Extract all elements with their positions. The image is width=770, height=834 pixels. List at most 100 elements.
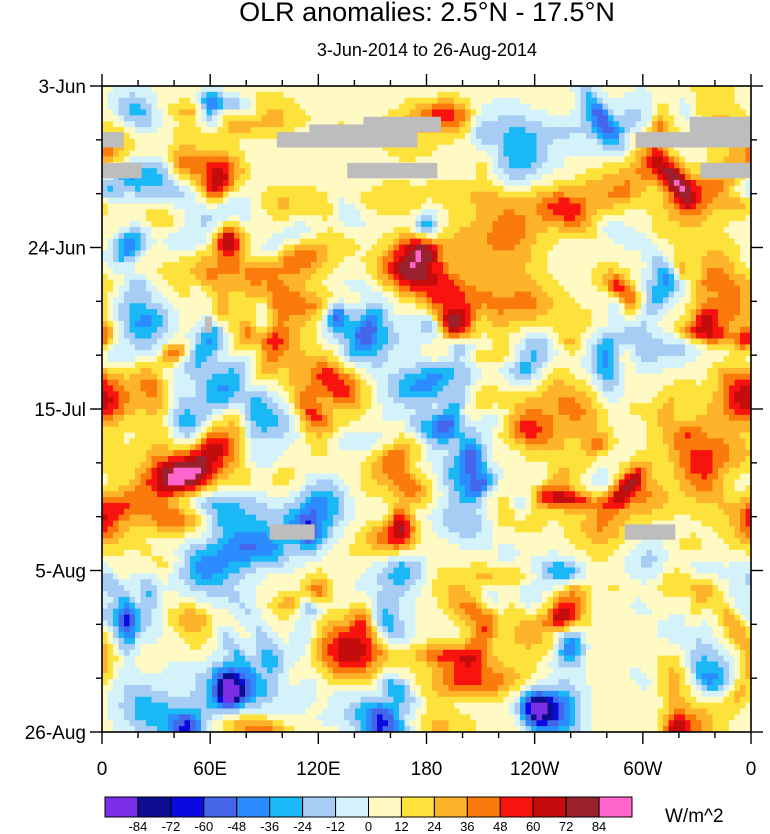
heatmap-cell	[338, 162, 345, 169]
heatmap-cell	[278, 303, 285, 310]
heatmap-cell	[382, 209, 389, 216]
heatmap-cell	[569, 279, 576, 287]
heatmap-cell	[602, 315, 609, 322]
heatmap-cell	[146, 315, 153, 322]
heatmap-cell	[344, 285, 351, 293]
heatmap-cell	[520, 215, 527, 222]
heatmap-cell	[641, 197, 648, 205]
heatmap-cell	[580, 127, 587, 134]
heatmap-cell	[635, 203, 642, 210]
heatmap-cell	[173, 144, 180, 152]
heatmap-cell	[228, 203, 235, 210]
heatmap-cell	[124, 279, 131, 287]
heatmap-cell	[448, 268, 455, 275]
heatmap-cell	[327, 309, 334, 316]
heatmap-cell	[426, 132, 433, 140]
heatmap-cell	[591, 268, 598, 275]
heatmap-cell	[179, 121, 186, 128]
heatmap-cell	[575, 256, 582, 263]
heatmap-cell	[162, 174, 169, 181]
heatmap-cell	[734, 315, 741, 322]
heatmap-cell	[465, 86, 472, 93]
heatmap-cell	[168, 191, 175, 199]
heatmap-cell	[454, 326, 461, 334]
heatmap-cell	[272, 268, 279, 275]
heatmap-cell	[459, 185, 466, 193]
heatmap-cell	[448, 86, 455, 93]
heatmap-cell	[619, 127, 626, 134]
heatmap-cell	[179, 91, 186, 99]
heatmap-cell	[586, 326, 593, 334]
heatmap-cell	[294, 215, 301, 222]
heatmap-cell	[498, 268, 505, 275]
heatmap-cell	[267, 150, 274, 158]
heatmap-cell	[745, 86, 751, 93]
heatmap-cell	[206, 97, 213, 105]
heatmap-cell	[476, 273, 483, 281]
heatmap-cell	[179, 86, 186, 93]
heatmap-cell	[652, 144, 659, 152]
heatmap-cell	[283, 185, 290, 193]
heatmap-cell	[674, 268, 681, 275]
heatmap-cell	[344, 191, 351, 199]
heatmap-cell	[492, 268, 499, 275]
heatmap-cell	[239, 162, 246, 169]
heatmap-cell	[410, 303, 417, 310]
heatmap-cell	[355, 279, 362, 287]
heatmap-cell	[157, 315, 164, 322]
heatmap-cell	[740, 91, 747, 99]
heatmap-cell	[267, 91, 274, 99]
heatmap-cell	[399, 185, 406, 193]
heatmap-cell	[322, 156, 329, 163]
heatmap-cell	[311, 97, 318, 105]
heatmap-cell	[217, 179, 224, 187]
heatmap-cell	[322, 109, 329, 116]
heatmap-cell	[492, 309, 499, 316]
heatmap-cell	[316, 191, 323, 199]
heatmap-cell	[289, 156, 296, 163]
heatmap-cell	[525, 268, 532, 275]
heatmap-cell	[289, 203, 296, 210]
heatmap-cell	[448, 191, 455, 199]
heatmap-cell	[454, 320, 461, 328]
heatmap-cell	[437, 138, 444, 146]
heatmap-cell	[492, 138, 499, 146]
heatmap-cell	[635, 279, 642, 287]
heatmap-cell	[503, 279, 510, 287]
heatmap-cell	[674, 174, 681, 181]
heatmap-cell	[234, 256, 241, 263]
heatmap-cell	[333, 273, 340, 281]
heatmap-cell	[162, 285, 169, 293]
heatmap-cell	[272, 309, 279, 316]
heatmap-cell	[349, 250, 356, 257]
heatmap-cell	[294, 250, 301, 257]
heatmap-cell	[256, 97, 263, 105]
heatmap-cell	[151, 297, 158, 304]
heatmap-cell	[239, 156, 246, 163]
heatmap-cell	[443, 132, 450, 140]
heatmap-cell	[190, 209, 197, 216]
heatmap-cell	[685, 191, 692, 199]
heatmap-cell	[498, 226, 505, 234]
heatmap-cell	[602, 127, 609, 134]
heatmap-cell	[514, 226, 521, 234]
heatmap-cell	[322, 191, 329, 199]
heatmap-cell	[228, 256, 235, 263]
heatmap-cell	[492, 91, 499, 99]
heatmap-cell	[652, 191, 659, 199]
heatmap-cell	[696, 273, 703, 281]
heatmap-cell	[569, 232, 576, 240]
heatmap-cell	[140, 91, 147, 99]
heatmap-cell	[305, 191, 312, 199]
heatmap-cell	[124, 121, 131, 128]
heatmap-cell	[701, 238, 708, 246]
heatmap-cell	[487, 250, 494, 257]
heatmap-cell	[327, 320, 334, 328]
heatmap-cell	[278, 174, 285, 181]
heatmap-cell	[723, 273, 730, 281]
heatmap-cell	[712, 209, 719, 216]
heatmap-cell	[454, 121, 461, 128]
heatmap-cell	[256, 326, 263, 334]
heatmap-cell	[641, 262, 648, 269]
heatmap-cell	[613, 156, 620, 163]
